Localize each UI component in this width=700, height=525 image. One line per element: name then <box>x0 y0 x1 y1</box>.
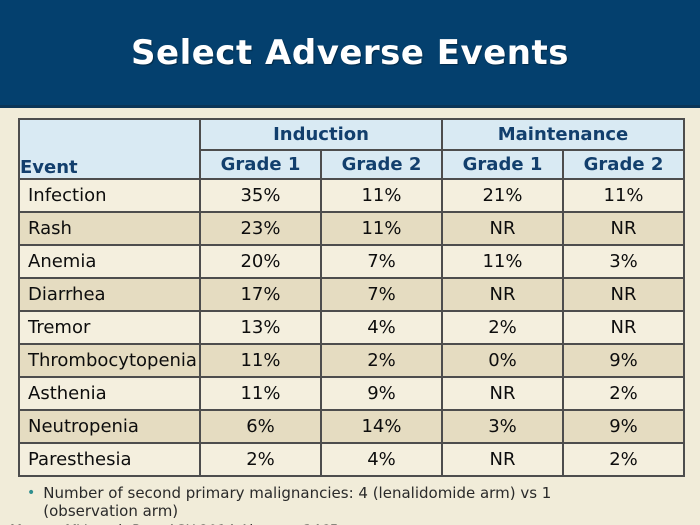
value-cell: NR <box>441 442 564 477</box>
table-row: Paresthesia 2% 4% NR 2% <box>18 442 686 477</box>
title-band: Select Adverse Events <box>0 0 700 108</box>
footnote-line-1: Number of second primary malignancies: 4… <box>43 484 552 502</box>
value-cell: 11% <box>320 211 443 246</box>
value-cell: 9% <box>561 409 686 444</box>
value-cell: 4% <box>320 442 443 477</box>
value-cell: 9% <box>561 343 686 378</box>
event-cell: Paresthesia <box>18 442 201 477</box>
value-cell: 11% <box>199 343 322 378</box>
column-header-induction-grade1: Grade 1 <box>199 149 322 180</box>
value-cell: 11% <box>561 178 686 213</box>
value-cell: NR <box>561 211 686 246</box>
grade-header-row: Grade 1 Grade 2 Grade 1 Grade 2 <box>19 149 686 180</box>
slide-title: Select Adverse Events <box>131 32 569 73</box>
event-cell: Diarrhea <box>18 277 201 312</box>
slide-body: Event Induction Maintenance Grade 1 Grad… <box>0 118 700 525</box>
table-header: Event Induction Maintenance Grade 1 Grad… <box>18 118 686 180</box>
table-row: Infection 35% 11% 21% 11% <box>18 178 686 213</box>
citation-authors: Mateos MV et al. <box>10 523 131 525</box>
event-cell: Neutropenia <box>18 409 201 444</box>
bullet-icon: • <box>27 485 36 501</box>
value-cell: 2% <box>199 442 322 477</box>
value-cell: 23% <box>199 211 322 246</box>
value-cell: NR <box>441 376 564 411</box>
citation-details: 2014;Abstract 3465. <box>195 523 343 525</box>
table-row: Rash 23% 11% NR NR <box>18 211 686 246</box>
value-cell: 6% <box>199 409 322 444</box>
value-cell: 11% <box>441 244 564 279</box>
value-cell: 2% <box>561 442 686 477</box>
value-cell: 3% <box>441 409 564 444</box>
adverse-events-table: Event Induction Maintenance Grade 1 Grad… <box>18 118 686 477</box>
footnote-line-2: (observation arm) <box>43 502 179 520</box>
value-cell: NR <box>441 211 564 246</box>
table-row: Anemia 20% 7% 11% 3% <box>18 244 686 279</box>
column-group-induction: Induction <box>199 118 443 151</box>
value-cell: 7% <box>320 277 443 312</box>
event-cell: Asthenia <box>18 376 201 411</box>
column-group-maintenance: Maintenance <box>440 118 686 151</box>
group-header-row: Event Induction Maintenance <box>18 118 686 180</box>
value-cell: 7% <box>320 244 443 279</box>
table-row: Thrombocytopenia 11% 2% 0% 9% <box>18 343 686 378</box>
value-cell: 2% <box>561 376 686 411</box>
event-cell: Tremor <box>18 310 201 345</box>
citation: Mateos MV et al. Proc ASH 2014;Abstract … <box>10 523 700 525</box>
footnote-bullet-item: • Number of second primary malignancies:… <box>27 484 700 520</box>
value-cell: 21% <box>441 178 564 213</box>
value-cell: 9% <box>320 376 443 411</box>
value-cell: 0% <box>441 343 564 378</box>
column-header-maintenance-grade1: Grade 1 <box>441 149 564 180</box>
footnote-text: Number of second primary malignancies: 4… <box>43 484 551 520</box>
event-cell: Thrombocytopenia <box>18 343 201 378</box>
value-cell: 11% <box>320 178 443 213</box>
table-body: Infection 35% 11% 21% 11% Rash 23% 11% NR NR Anemi… <box>18 178 686 477</box>
table-row: Diarrhea 17% 7% NR NR <box>18 277 686 312</box>
value-cell: 11% <box>199 376 322 411</box>
value-cell: 35% <box>199 178 322 213</box>
column-header-maintenance-grade2: Grade 2 <box>561 149 686 180</box>
value-cell: NR <box>441 277 564 312</box>
value-cell: NR <box>561 310 686 345</box>
value-cell: 20% <box>199 244 322 279</box>
value-cell: 4% <box>320 310 443 345</box>
value-cell: 2% <box>320 343 443 378</box>
citation-journal: Proc ASH <box>131 523 195 525</box>
event-cell: Rash <box>18 211 201 246</box>
column-header-event: Event <box>18 118 201 180</box>
value-cell: NR <box>561 277 686 312</box>
value-cell: 2% <box>441 310 564 345</box>
event-cell: Infection <box>18 178 201 213</box>
column-header-induction-grade2: Grade 2 <box>320 149 443 180</box>
value-cell: 14% <box>320 409 443 444</box>
event-cell: Anemia <box>18 244 201 279</box>
table-row: Asthenia 11% 9% NR 2% <box>18 376 686 411</box>
table-row: Tremor 13% 4% 2% NR <box>18 310 686 345</box>
value-cell: 3% <box>561 244 686 279</box>
value-cell: 17% <box>199 277 322 312</box>
table-row: Neutropenia 6% 14% 3% 9% <box>18 409 686 444</box>
value-cell: 13% <box>199 310 322 345</box>
